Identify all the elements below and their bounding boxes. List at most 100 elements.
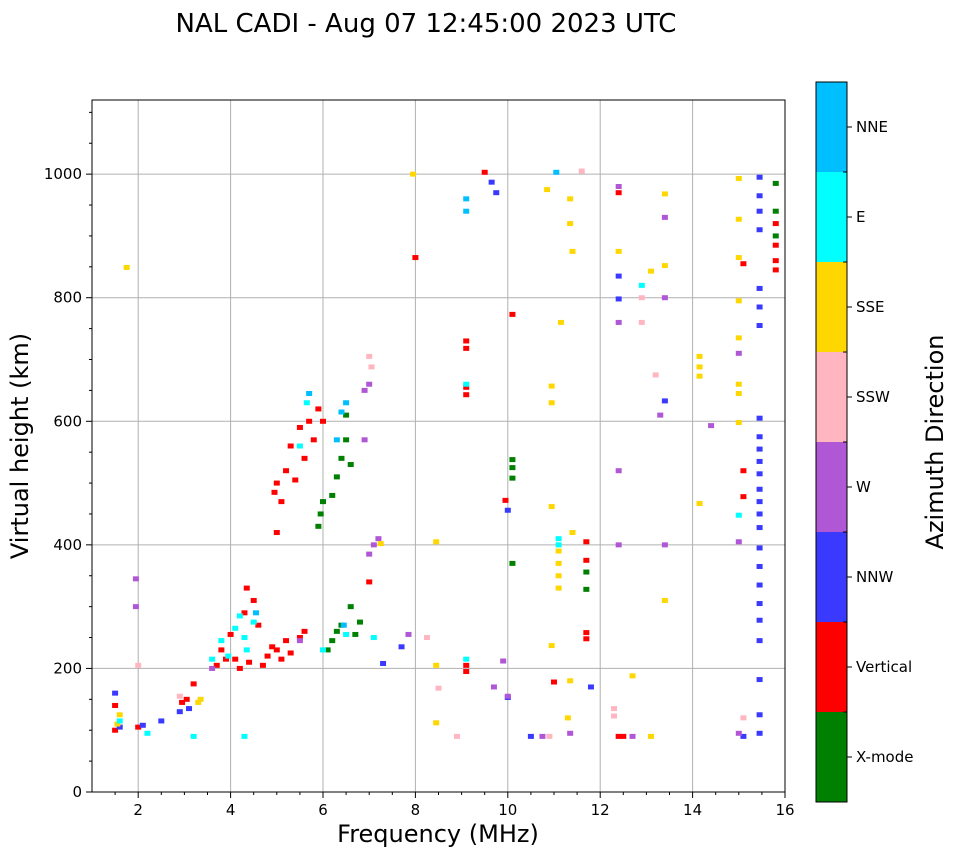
echo-point xyxy=(139,722,146,728)
echo-point xyxy=(756,227,763,233)
echo-point xyxy=(756,486,763,492)
echo-point xyxy=(555,573,562,579)
echo-point xyxy=(368,364,375,370)
echo-point xyxy=(283,638,290,644)
echo-point xyxy=(735,512,742,518)
echo-point xyxy=(463,392,470,398)
echo-point xyxy=(412,255,419,261)
y-axis: 0 200 400 600 800 1000 xyxy=(44,111,92,801)
echo-point xyxy=(548,504,555,510)
echo-point xyxy=(329,492,336,498)
echo-point xyxy=(333,474,340,480)
x-axis-label: Frequency (MHz) xyxy=(337,820,539,848)
echo-point xyxy=(112,727,119,733)
echo-point xyxy=(555,560,562,566)
echo-point xyxy=(756,511,763,517)
x-tick-label: 6 xyxy=(318,801,328,819)
echo-point xyxy=(638,282,645,288)
echo-point xyxy=(735,335,742,341)
colorbar-tick-label: SSE xyxy=(856,298,885,316)
echo-point xyxy=(583,569,590,575)
echo-point xyxy=(735,298,742,304)
echo-point xyxy=(255,622,262,628)
echo-point xyxy=(283,468,290,474)
echo-point xyxy=(343,437,350,443)
echo-point xyxy=(463,381,470,387)
echo-point xyxy=(116,718,123,724)
echo-point xyxy=(567,196,574,202)
echo-point xyxy=(463,662,470,668)
echo-point xyxy=(569,248,576,254)
echo-point xyxy=(555,548,562,554)
echo-point xyxy=(333,628,340,634)
echo-point xyxy=(241,635,248,641)
echo-point xyxy=(615,184,622,189)
echo-point xyxy=(241,610,248,616)
echo-point xyxy=(735,350,742,356)
echo-point xyxy=(463,669,470,675)
echo-point xyxy=(158,718,165,724)
echo-point xyxy=(740,733,747,739)
echo-point xyxy=(539,733,546,739)
echo-point xyxy=(183,696,190,702)
echo-point xyxy=(756,617,763,623)
echo-point xyxy=(132,604,139,610)
x-tick-label: 14 xyxy=(683,801,702,819)
echo-point xyxy=(772,242,779,248)
echo-point xyxy=(306,390,313,396)
echo-point xyxy=(587,684,594,690)
echo-point xyxy=(433,539,440,545)
echo-point xyxy=(123,264,130,270)
echo-point xyxy=(756,601,763,607)
echo-point xyxy=(615,273,622,279)
echo-point xyxy=(502,497,509,503)
echo-point xyxy=(320,647,326,653)
echo-point xyxy=(696,364,703,370)
echo-point xyxy=(116,724,123,730)
echo-point xyxy=(271,489,278,495)
echo-point xyxy=(615,248,622,254)
echo-point xyxy=(356,619,363,625)
echo-point xyxy=(375,536,382,542)
echo-point xyxy=(696,353,703,359)
echo-point xyxy=(315,406,322,412)
echo-point xyxy=(756,208,763,214)
y-tick-label: 400 xyxy=(53,536,82,554)
echo-point xyxy=(555,585,562,591)
echo-point xyxy=(648,268,655,274)
echo-point xyxy=(756,499,763,505)
echo-point xyxy=(756,323,763,329)
echo-point xyxy=(756,638,763,644)
echo-point xyxy=(611,713,618,719)
echo-point xyxy=(333,437,340,443)
colorbar-frame xyxy=(815,81,848,803)
echo-point xyxy=(708,423,715,429)
chart-title: NAL CADI - Aug 07 12:45:00 2023 UTC xyxy=(176,9,677,39)
echo-point xyxy=(648,733,655,739)
echo-point xyxy=(544,187,551,193)
echo-point xyxy=(112,690,119,696)
echo-point xyxy=(509,457,516,463)
echo-point xyxy=(250,619,257,625)
echo-point xyxy=(287,650,294,656)
echo-point xyxy=(583,557,590,563)
echo-point xyxy=(361,387,368,393)
echo-point xyxy=(324,647,331,653)
x-tick-label: 16 xyxy=(775,801,794,819)
echo-point xyxy=(135,724,142,730)
echo-point xyxy=(578,168,585,174)
echo-point xyxy=(772,258,779,264)
data-points xyxy=(112,168,779,739)
echo-point xyxy=(740,494,747,500)
y-tick-label: 600 xyxy=(53,412,82,430)
echo-point xyxy=(338,409,345,415)
echo-point xyxy=(740,715,747,721)
colorbar-tick-label: NNW xyxy=(856,568,893,586)
echo-point xyxy=(772,221,779,227)
echo-point xyxy=(317,511,324,517)
echo-point xyxy=(366,381,373,387)
echo-point xyxy=(772,233,779,239)
colorbar-segment xyxy=(816,442,847,532)
echo-point xyxy=(377,541,384,547)
echo-point xyxy=(343,631,350,637)
